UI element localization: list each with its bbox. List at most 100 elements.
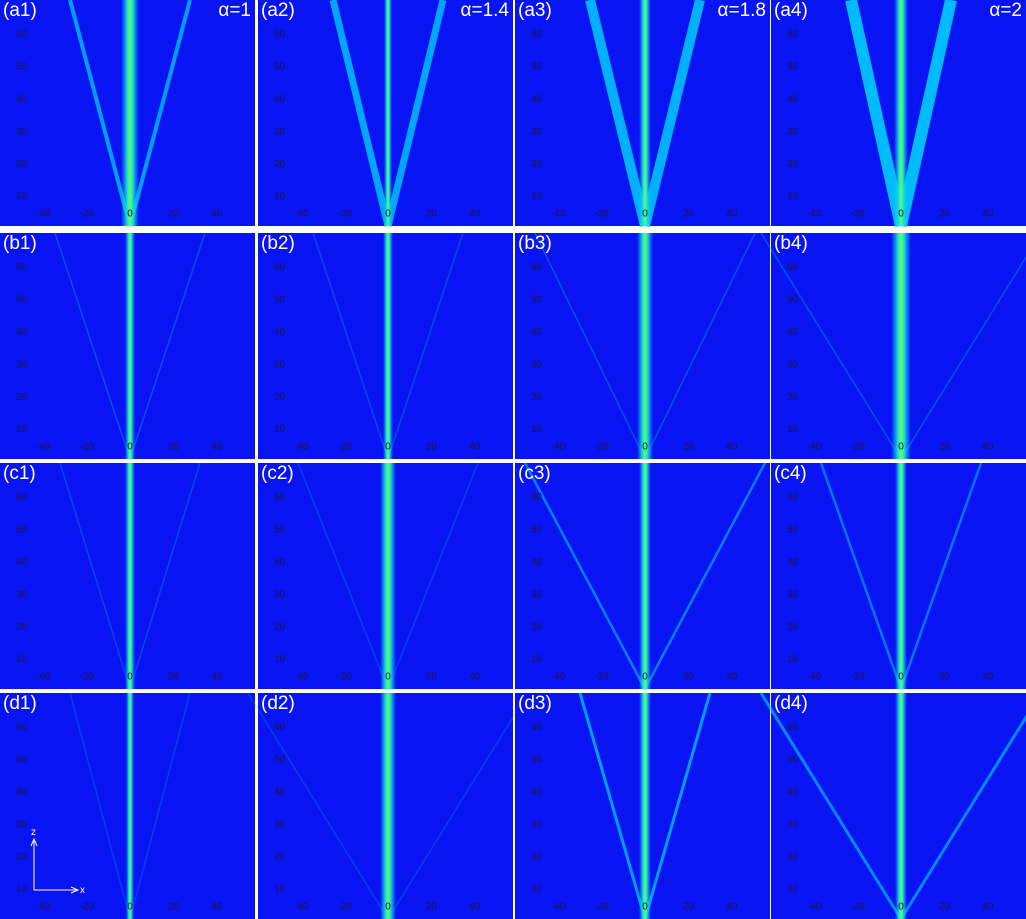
z-tick-label: 10 <box>787 191 799 202</box>
panel-label: (c1) <box>3 463 36 484</box>
x-tick-label: 0 <box>898 672 904 683</box>
z-tick-label: 50 <box>16 62 28 73</box>
z-tick-label: 60 <box>274 29 286 40</box>
x-tick-label: 0 <box>127 902 133 913</box>
z-tick-label: 40 <box>274 787 286 798</box>
z-tick-label: 30 <box>16 359 28 370</box>
panel-label: (d3) <box>518 693 552 714</box>
z-tick-label: 50 <box>531 295 543 306</box>
x-tick-label: 0 <box>898 902 904 913</box>
side-beam <box>247 692 389 919</box>
x-tick-label: 40 <box>469 902 481 913</box>
x-tick-label: 40 <box>982 902 994 913</box>
axis-label-x: x <box>80 885 85 896</box>
panel: -40 -20 0 20 40 10 20 30 40 50 60 (a3) α=1.8 <box>515 0 770 228</box>
side-beam <box>895 0 957 228</box>
side-beam <box>899 462 983 690</box>
z-tick-label: 50 <box>787 295 799 306</box>
x-tick-label: 20 <box>168 672 180 683</box>
z-tick-label: 20 <box>274 622 286 633</box>
x-tick-label: -40 <box>294 672 309 683</box>
z-tick-label: 20 <box>531 622 543 633</box>
z-tick-label: 20 <box>16 159 28 170</box>
z-tick-label: 40 <box>531 94 543 105</box>
panel: -40 -20 0 20 40 10 20 30 40 50 60 (b3) <box>515 232 770 460</box>
panel: -40 -20 0 20 40 10 20 30 40 50 60 (d2) <box>247 692 529 919</box>
panel: -40 -20 0 20 40 10 20 30 40 50 60 (a2) α=1.4 <box>258 0 513 227</box>
z-tick-label: 20 <box>274 159 286 170</box>
z-tick-label: 50 <box>531 62 543 73</box>
side-beam <box>68 0 132 227</box>
alpha-label: α=1 <box>218 0 251 21</box>
z-tick-label: 50 <box>274 525 286 536</box>
side-beam <box>54 232 131 460</box>
x-tick-label: 40 <box>982 672 994 683</box>
z-tick-label: 40 <box>16 327 28 338</box>
x-tick-label: 40 <box>211 672 223 683</box>
z-tick-label: 40 <box>787 557 799 568</box>
z-tick-label: 10 <box>16 654 28 665</box>
x-tick-label: 0 <box>385 209 391 220</box>
z-tick-label: 20 <box>531 159 543 170</box>
z-tick-label: 10 <box>16 424 28 435</box>
x-tick-label: 40 <box>469 442 481 453</box>
x-tick-label: -40 <box>36 672 51 683</box>
panel: -40 -20 0 20 40 10 20 30 40 50 60 (c2) <box>258 462 513 690</box>
z-tick-label: 40 <box>531 787 543 798</box>
x-tick-label: -20 <box>594 902 609 913</box>
x-tick-label: 20 <box>683 902 695 913</box>
z-tick-label: 30 <box>16 819 28 830</box>
panel-label: (b2) <box>261 233 295 254</box>
x-tick-label: -20 <box>337 672 352 683</box>
x-tick-label: 40 <box>211 902 223 913</box>
x-tick-label: 0 <box>898 442 904 453</box>
z-tick-label: 60 <box>787 262 799 273</box>
x-tick-label: 40 <box>726 442 738 453</box>
central-beam <box>125 233 135 459</box>
side-beam <box>643 462 767 690</box>
z-tick-label: 20 <box>274 852 286 863</box>
x-tick-label: 40 <box>726 902 738 913</box>
x-tick-label: 20 <box>168 209 180 220</box>
side-beam <box>128 0 192 227</box>
z-tick-label: 60 <box>787 722 799 733</box>
z-tick-label: 40 <box>787 327 799 338</box>
x-tick-label: -40 <box>807 902 822 913</box>
z-tick-label: 60 <box>16 262 28 273</box>
central-beam <box>384 0 392 226</box>
z-tick-label: 50 <box>16 755 28 766</box>
x-tick-label: 20 <box>939 209 951 220</box>
z-tick-label: 10 <box>274 424 286 435</box>
side-beam <box>845 0 907 228</box>
z-tick-label: 30 <box>787 126 799 137</box>
x-tick-label: -40 <box>551 902 566 913</box>
x-tick-label: -40 <box>294 902 309 913</box>
z-tick-label: 60 <box>531 29 543 40</box>
z-tick-label: 30 <box>787 589 799 600</box>
z-tick-label: 30 <box>16 126 28 137</box>
axis-arrows <box>30 837 80 894</box>
x-tick-label: -20 <box>850 209 865 220</box>
panel-label: (d1) <box>3 693 37 714</box>
x-tick-label: -20 <box>79 672 94 683</box>
side-beam <box>69 692 131 919</box>
side-beam <box>387 232 464 460</box>
side-beam <box>899 714 1026 919</box>
alpha-label: α=1.8 <box>718 0 767 21</box>
side-beam <box>387 462 479 690</box>
x-tick-label: 0 <box>642 209 648 220</box>
x-tick-label: -20 <box>337 902 352 913</box>
x-tick-label: 20 <box>939 902 951 913</box>
z-tick-label: 30 <box>274 126 286 137</box>
central-beam <box>639 463 651 689</box>
panel: -40 -20 0 20 40 10 20 30 40 50 60 (b2) <box>258 232 513 460</box>
alpha-label: α=2 <box>989 0 1022 21</box>
x-tick-label: 0 <box>385 672 391 683</box>
z-tick-label: 20 <box>274 392 286 403</box>
z-tick-label: 50 <box>16 525 28 536</box>
side-beam <box>585 0 650 228</box>
z-tick-label: 20 <box>531 852 543 863</box>
panel: -40 -20 0 20 40 10 20 30 40 50 60 (b4) <box>760 232 1026 460</box>
central-beam <box>639 693 651 919</box>
